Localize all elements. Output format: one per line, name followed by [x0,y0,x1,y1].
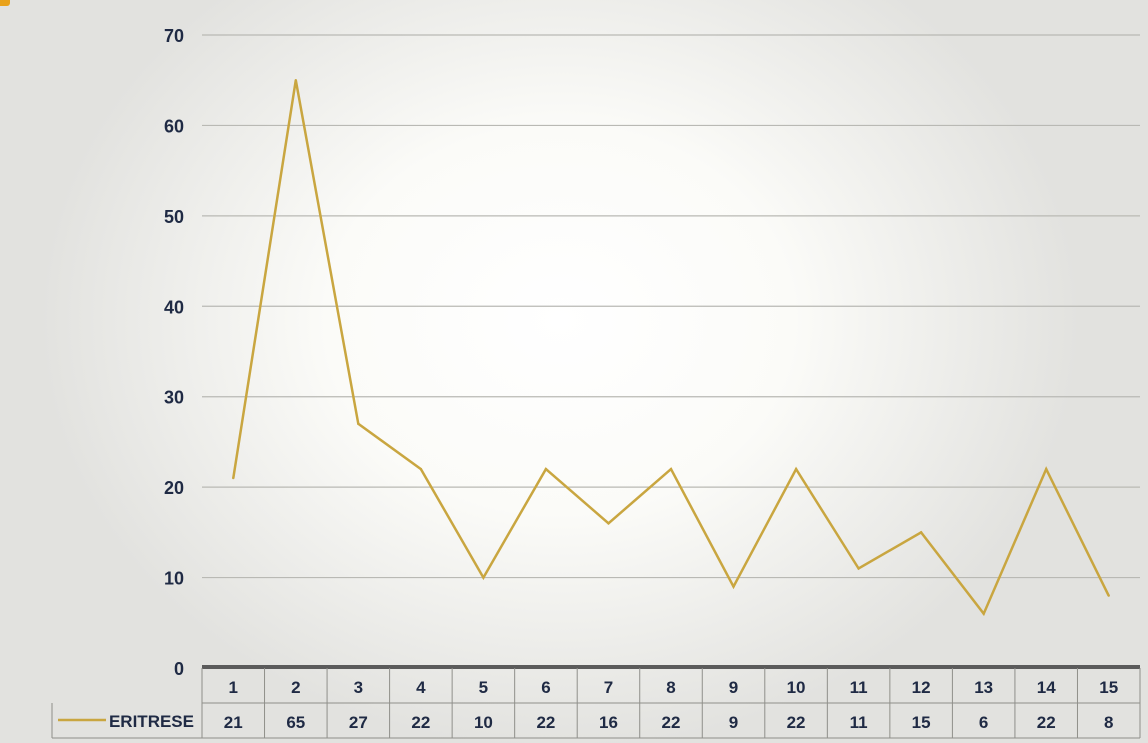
data-point [544,467,548,471]
data-point [857,567,860,570]
data-point [982,612,985,615]
table-value-cell: 11 [850,713,868,732]
x-category-label: 4 [416,678,426,697]
table-value-cell: 9 [729,713,738,732]
series-layer [232,79,1110,617]
data-point [732,585,735,588]
x-category-label: 7 [604,678,613,697]
data-point [1107,594,1110,597]
data-point [1045,467,1048,471]
table-value-cell: 21 [224,713,243,732]
data-point [482,576,485,579]
y-tick-label: 70 [164,26,184,46]
table-value-cell: 16 [599,713,618,732]
x-category-label: 12 [912,678,931,697]
data-point [294,79,297,82]
y-tick-label: 0 [174,659,184,679]
table-value-cell: 65 [286,713,305,732]
x-category-label: 15 [1099,678,1118,697]
x-category-label: 8 [666,678,675,697]
table-value-cell: 22 [787,713,806,732]
x-category-label: 6 [541,678,550,697]
x-category-label: 13 [974,678,993,697]
y-tick-label: 60 [164,116,184,136]
data-point [419,467,423,471]
table-value-cell: 27 [349,713,368,732]
series-line-eritrese [232,79,1110,617]
table-value-cell: 22 [1037,713,1056,732]
table-value-cell: 6 [979,713,988,732]
data-point [607,522,610,525]
x-axis-baseline [202,665,1140,669]
data-point [357,422,360,426]
x-category-label: 10 [787,678,806,697]
y-axis: 0 10 20 30 40 50 60 70 [164,26,1140,679]
corner-accent [0,0,10,6]
y-tick-label: 40 [164,297,184,317]
y-tick-label: 30 [164,388,184,408]
y-tick-label: 10 [164,569,184,589]
x-category-label: 5 [479,678,488,697]
table-value-cell: 15 [912,713,931,732]
gridlines [202,34,1140,579]
x-category-label: 1 [229,678,238,697]
data-point [669,467,673,471]
y-tick-label: 50 [164,207,184,227]
x-category-label: 3 [354,678,363,697]
data-point [919,531,923,534]
data-point [794,467,798,471]
table-value-cell: 8 [1104,713,1113,732]
x-category-label: 11 [850,678,868,697]
legend-series-name: ERITRESE [109,712,194,731]
table-value-cell: 10 [474,713,493,732]
data-point [232,476,235,480]
x-category-label: 14 [1037,678,1056,697]
table-value-cell: 22 [536,713,555,732]
table-value-cell: 22 [411,713,430,732]
x-category-label: 2 [291,678,300,697]
table-value-cell: 22 [662,713,681,732]
y-tick-label: 20 [164,478,184,498]
x-category-label: 9 [729,678,738,697]
